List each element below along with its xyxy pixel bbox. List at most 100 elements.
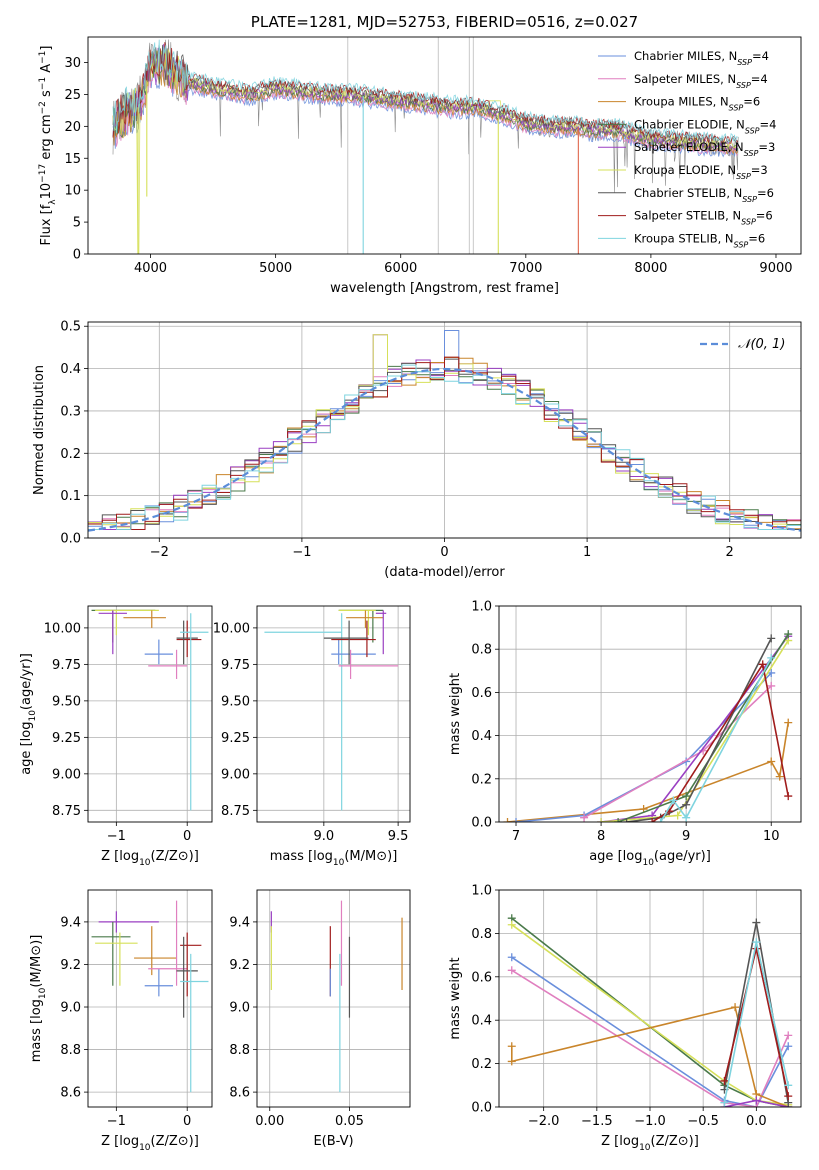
axes-frame (256, 605, 411, 823)
y-axis-label-part: (age/yr)] (19, 653, 34, 710)
y-tick-label: 8.6 (60, 1086, 81, 1101)
y-tick-label: 0.4 (60, 362, 81, 377)
residual-histogram-8 (88, 364, 801, 530)
y-axis-label: mass [log10(M/M⊙)] (29, 935, 48, 1063)
legend: 𝒩(0, 1) (700, 337, 785, 352)
legend-count: =4 (752, 49, 769, 63)
weight-marker (507, 953, 516, 962)
legend-count: =6 (757, 186, 774, 200)
weight-marker (673, 811, 682, 820)
x-tick-label: 0.0 (746, 1114, 767, 1129)
axes-frame (498, 605, 802, 823)
y-axis-label-part: erg cm (39, 114, 54, 163)
y-axis-label: Normed distribution (32, 365, 47, 495)
y-axis-label: age [log10(age/yr)] (19, 653, 38, 775)
weight-marker (752, 918, 761, 927)
axes-weight-vs-Z: −2.0 −1.5 −1.0 −0.5 0.0 0.0 0.2 0.4 0.6 0.8 1.0 mas… (448, 884, 802, 1153)
weight-marker (752, 938, 761, 947)
y-tick-label: 0.3 (60, 404, 81, 419)
y-tick-label: 0.0 (60, 532, 81, 547)
y-tick-label: 1.0 (471, 884, 492, 899)
y-tick-label: 0.2 (471, 772, 492, 787)
plot-area (507, 914, 793, 1107)
x-axis-label: age [log10(age/yr)] (589, 849, 711, 868)
y-tick-label: 8.8 (60, 1043, 81, 1058)
axes-frame (256, 889, 411, 1108)
y-tick-label: 9.00 (221, 767, 250, 782)
weight-marker (720, 1098, 729, 1107)
y-tick-label: 9.75 (221, 658, 250, 673)
legend-label: Kroupa STELIB, NSSP=6 (634, 231, 765, 249)
x-tick-label: −1 (107, 829, 126, 844)
x-axis-label: mass [log10(M/M⊙)] (270, 849, 398, 868)
weight-marker (784, 1081, 793, 1090)
weight-line-1 (511, 924, 789, 1106)
x-axis-label: E(B-V) (313, 1134, 353, 1149)
y-tick-label: 9.4 (229, 915, 250, 930)
y-axis-label-part: 10 (39, 183, 54, 200)
legend-label: Chabrier MILES, NSSP=4 (634, 49, 769, 67)
x-tick-label: −2.0 (528, 1114, 560, 1129)
y-axis-label-part: Normed distribution (32, 365, 47, 495)
axes-weight-vs-age: 7 8 9 10 0.0 0.2 0.4 0.6 0.8 1.0 mass weight age [l… (448, 600, 802, 868)
x-tick-label: −1.0 (634, 1114, 666, 1129)
y-tick-label: 0.4 (471, 729, 492, 744)
x-tick-label: 6000 (384, 261, 417, 276)
axes-residuals: −2 −1 0 1 2 0.0 0.1 0.2 0.3 0.4 0.5 (data-model)/er… (32, 320, 802, 580)
legend-label: Salpeter ELODIE, NSSP=3 (634, 140, 775, 158)
y-tick-label: 0.6 (471, 970, 492, 985)
y-axis-label-part: mass weight (448, 673, 463, 755)
x-tick-label: 2 (726, 545, 734, 560)
x-tick-label: 9 (682, 829, 690, 844)
x-axis-label-part: 10 (639, 1143, 651, 1153)
y-axis-label-part: −1 (38, 51, 48, 64)
y-tick-label: 0.4 (471, 1014, 492, 1029)
y-tick-label: 9.25 (221, 731, 250, 746)
legend-label: Chabrier STELIB, NSSP=6 (634, 186, 774, 204)
y-tick-label: 0.2 (60, 447, 81, 462)
weight-marker (767, 634, 776, 643)
x-axis-label-part: Z [log (101, 1134, 139, 1149)
x-axis-label-part: Z [log (601, 1134, 639, 1149)
axes-frame (87, 889, 213, 1108)
x-axis-label-part: (Z/Z⊙)] (151, 1134, 199, 1149)
x-axis-label: (data-model)/error (384, 565, 505, 580)
chart-title: PLATE=1281, MJD=52753, FIBERID=0516, z=0… (251, 13, 638, 31)
y-tick-label: 0 (73, 248, 81, 263)
legend-name: Kroupa MILES, N (634, 95, 729, 109)
plot-area (112, 37, 739, 254)
weight-line-7 (651, 662, 789, 822)
y-tick-label: 0.8 (471, 643, 492, 658)
weight-marker (507, 966, 516, 975)
weight-marker (784, 718, 793, 727)
legend-label: 𝒩(0, 1) (738, 337, 785, 352)
weight-marker (784, 1042, 793, 1051)
weight-marker (682, 792, 691, 801)
y-tick-label: 10.00 (213, 621, 250, 636)
y-tick-label: 9.0 (60, 1001, 81, 1016)
y-axis-label-part: s (39, 90, 54, 101)
legend-label: Salpeter MILES, NSSP=4 (634, 72, 768, 90)
weight-marker (682, 800, 691, 809)
plot-area (503, 630, 793, 822)
y-tick-label: 8.8 (229, 1043, 250, 1058)
x-tick-label: 10 (763, 829, 780, 844)
y-tick-label: 10 (64, 184, 81, 199)
y-tick-label: 9.0 (229, 1001, 250, 1016)
y-axis-label-part: age [log (19, 722, 34, 775)
y-tick-label: 0.1 (60, 489, 81, 504)
legend-count: =6 (743, 95, 760, 109)
y-axis-label-part: Flux [f (39, 204, 54, 245)
legend-name: Salpeter MILES, N (634, 72, 736, 86)
weight-marker (512, 818, 521, 822)
x-axis-label-part: 10 (139, 858, 151, 868)
axes-frame (498, 889, 802, 1108)
weight-marker (758, 660, 767, 669)
weight-marker (507, 920, 516, 929)
legend-count: =6 (748, 231, 765, 245)
model-spectrum-8 (112, 39, 738, 144)
weight-line-6 (626, 638, 772, 822)
weight-marker (752, 1096, 761, 1105)
x-axis-label-part: (Z/Z⊙)] (151, 849, 199, 864)
